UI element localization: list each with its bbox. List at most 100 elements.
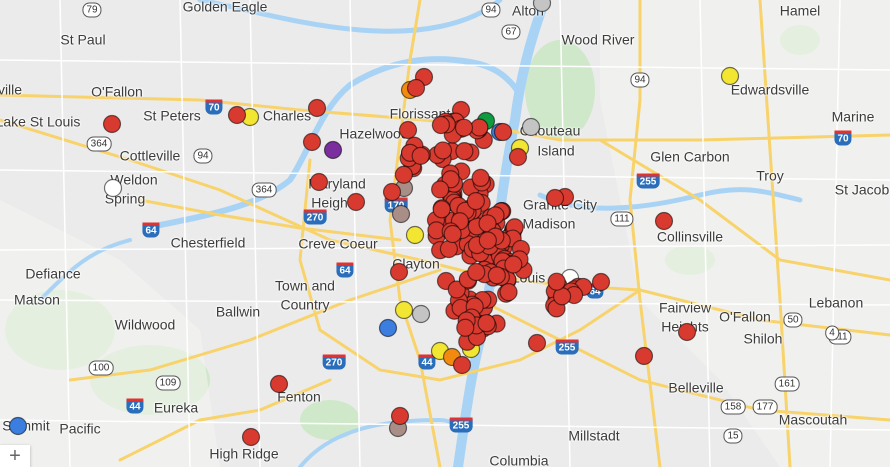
state-route-shield: 94 (481, 2, 501, 18)
yellow-map-marker[interactable] (394, 300, 414, 320)
place-label: Glen Carbon (650, 148, 730, 165)
place-label: Ballwin (215, 303, 261, 320)
red-map-marker[interactable] (487, 266, 506, 285)
red-map-marker[interactable] (439, 239, 458, 259)
place-label: Marine (831, 108, 875, 125)
place-label: Collinsville (656, 228, 724, 245)
place-label: Eureka (153, 399, 199, 416)
place-label: O'Fallon (91, 83, 143, 100)
purple-map-marker[interactable] (323, 140, 343, 160)
red-map-marker[interactable] (307, 98, 327, 118)
red-map-marker[interactable] (411, 146, 430, 165)
place-label: Defiance (25, 265, 81, 282)
place-label: St Peters (143, 107, 201, 124)
gray-map-marker[interactable] (521, 117, 541, 137)
red-map-marker[interactable] (382, 182, 402, 202)
red-map-marker[interactable] (677, 322, 697, 342)
red-map-marker[interactable] (456, 318, 475, 337)
brown-map-marker[interactable] (391, 204, 411, 224)
place-label: Charles (262, 107, 312, 124)
yellow-map-marker[interactable] (405, 225, 425, 245)
place-label: Pacific (59, 420, 101, 437)
red-map-marker[interactable] (654, 211, 674, 231)
place-label: Shiloh (743, 330, 783, 347)
red-map-marker[interactable] (346, 192, 366, 212)
state-route-shield: 161 (774, 376, 800, 392)
red-map-marker[interactable] (302, 132, 322, 152)
red-map-marker[interactable] (432, 200, 451, 219)
place-label: Lebanon (808, 294, 864, 311)
place-label: Edwardsville (730, 81, 810, 98)
interstate-shield: 70 (834, 130, 852, 146)
red-map-marker[interactable] (478, 231, 497, 250)
red-map-marker[interactable] (431, 180, 450, 199)
red-map-marker[interactable] (466, 191, 485, 211)
interstate-shield: 255 (636, 173, 660, 189)
state-route-shield: 94 (630, 72, 650, 88)
red-map-marker[interactable] (389, 262, 409, 282)
red-map-marker[interactable] (227, 105, 247, 125)
red-map-marker[interactable] (452, 355, 472, 375)
red-map-marker[interactable] (455, 142, 474, 161)
place-label: Belleville (668, 379, 724, 396)
white-map-marker[interactable] (103, 178, 123, 198)
red-map-marker[interactable] (454, 118, 474, 137)
place-label: Hamel (779, 2, 821, 19)
red-map-marker[interactable] (634, 346, 654, 366)
red-map-marker[interactable] (443, 224, 462, 244)
red-map-marker[interactable] (241, 427, 261, 447)
red-map-marker[interactable] (504, 255, 523, 274)
red-map-marker[interactable] (467, 262, 486, 282)
gray-map-marker[interactable] (532, 0, 552, 13)
place-label: Golden Eagle (182, 0, 268, 15)
place-label: Madison (522, 215, 576, 232)
place-label: Chesterfield (170, 234, 246, 251)
place-label: Troy (756, 167, 784, 184)
place-label: St Jacob (834, 181, 890, 198)
red-map-marker[interactable] (398, 120, 418, 140)
blue-map-marker[interactable] (378, 318, 398, 338)
place-label: Heights (311, 194, 359, 211)
place-label: Cottleville (119, 147, 181, 164)
place-label: High Ridge (209, 445, 279, 462)
place-label: Lake St Louis (0, 113, 81, 130)
red-map-marker[interactable] (433, 141, 453, 160)
state-route-shield: 111 (610, 211, 634, 227)
red-map-marker[interactable] (470, 118, 489, 137)
place-label: Millstadt (568, 427, 620, 444)
red-map-marker[interactable] (390, 406, 410, 426)
red-map-marker[interactable] (547, 272, 566, 291)
red-map-marker[interactable] (508, 147, 528, 167)
red-map-marker[interactable] (499, 283, 518, 302)
red-map-marker[interactable] (406, 78, 426, 98)
state-route-shield: 15 (723, 428, 743, 444)
place-label: Florissant (389, 105, 451, 122)
red-map-marker[interactable] (493, 122, 513, 142)
red-map-marker[interactable] (527, 333, 547, 353)
blue-map-marker[interactable] (8, 416, 28, 436)
red-map-marker[interactable] (471, 168, 490, 188)
place-label: St Paul (60, 31, 106, 48)
red-map-marker[interactable] (102, 114, 122, 134)
state-route-shield: 50 (783, 312, 803, 328)
interstate-shield: 255 (555, 339, 579, 355)
red-map-marker[interactable] (394, 165, 413, 184)
red-map-marker[interactable] (309, 172, 329, 192)
place-label: Columbia (489, 452, 549, 467)
gray-map-marker[interactable] (411, 304, 431, 324)
red-map-marker[interactable] (591, 272, 611, 292)
yellow-map-marker[interactable] (720, 66, 740, 86)
red-map-marker[interactable] (545, 188, 565, 208)
red-map-marker[interactable] (269, 374, 289, 394)
red-map-marker[interactable] (477, 314, 496, 333)
interstate-shield: 255 (449, 417, 473, 433)
interstate-shield: 44 (126, 398, 144, 414)
place-label: Island (537, 142, 575, 159)
place-label: Creve Coeur (298, 235, 378, 252)
zoom-in-button[interactable]: + (0, 445, 30, 467)
interstate-shield: 64 (336, 262, 354, 278)
red-map-marker[interactable] (431, 115, 450, 135)
place-label: Fairview (658, 299, 712, 316)
